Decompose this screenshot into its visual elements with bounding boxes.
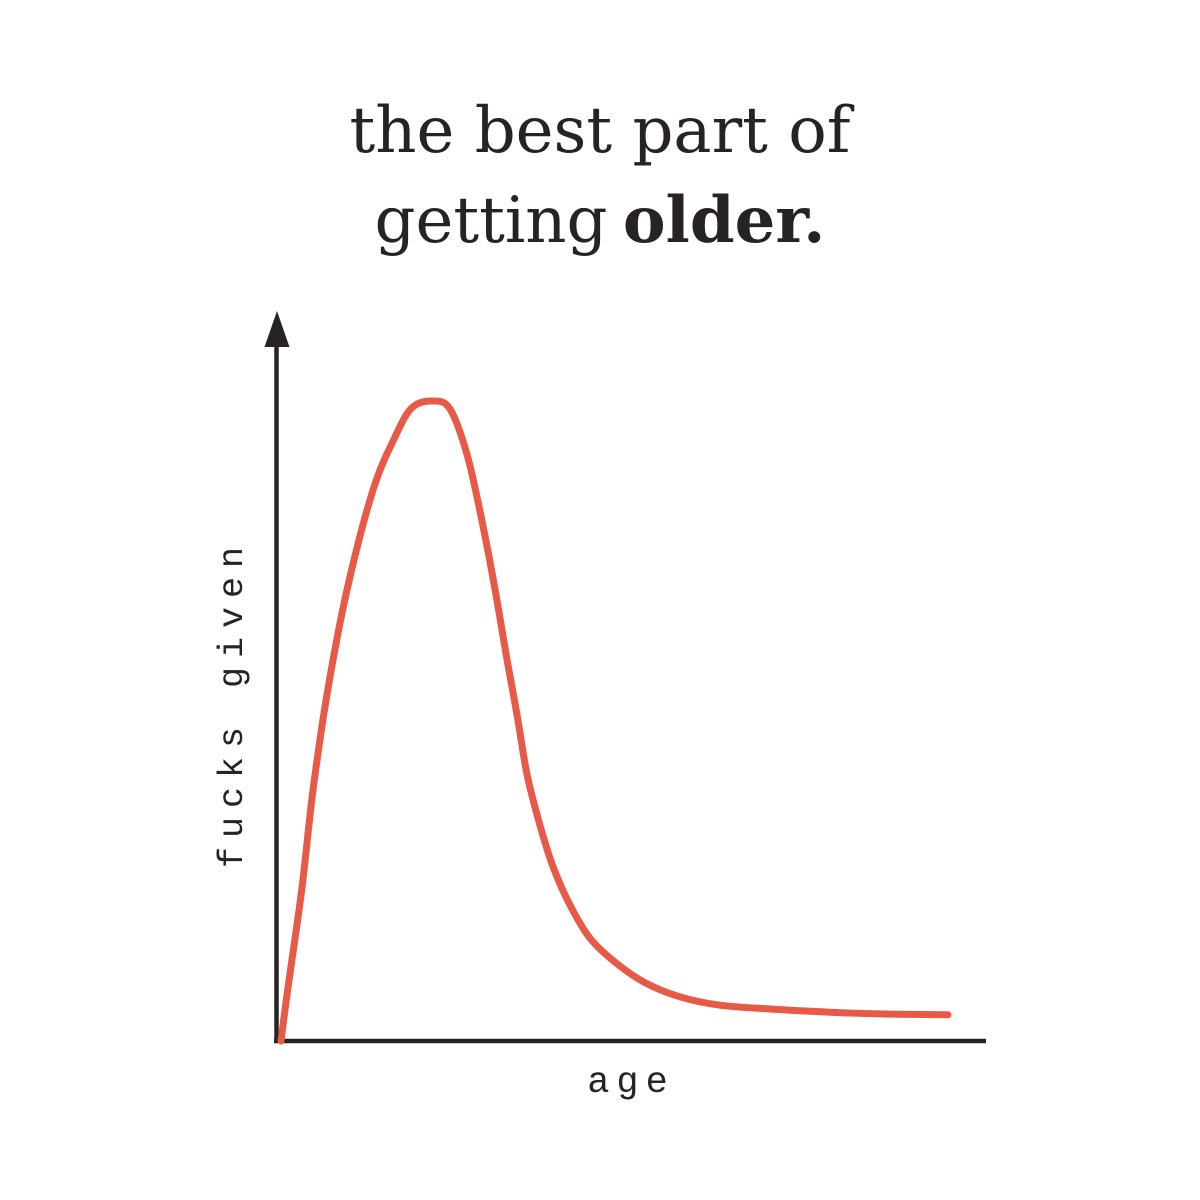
y-axis-label: fucks given: [213, 537, 253, 869]
title-line-2: getting older.: [0, 176, 1200, 266]
title-line-1: the best part of: [349, 94, 851, 168]
title-line-2-bold: older.: [622, 183, 826, 258]
chart-title: the best part of getting older.: [0, 86, 1200, 266]
title-line-2-regular: getting: [374, 184, 608, 258]
curve-path: [277, 397, 952, 1045]
x-axis-label: age: [587, 1062, 675, 1104]
y-axis-arrowhead: [264, 311, 290, 347]
